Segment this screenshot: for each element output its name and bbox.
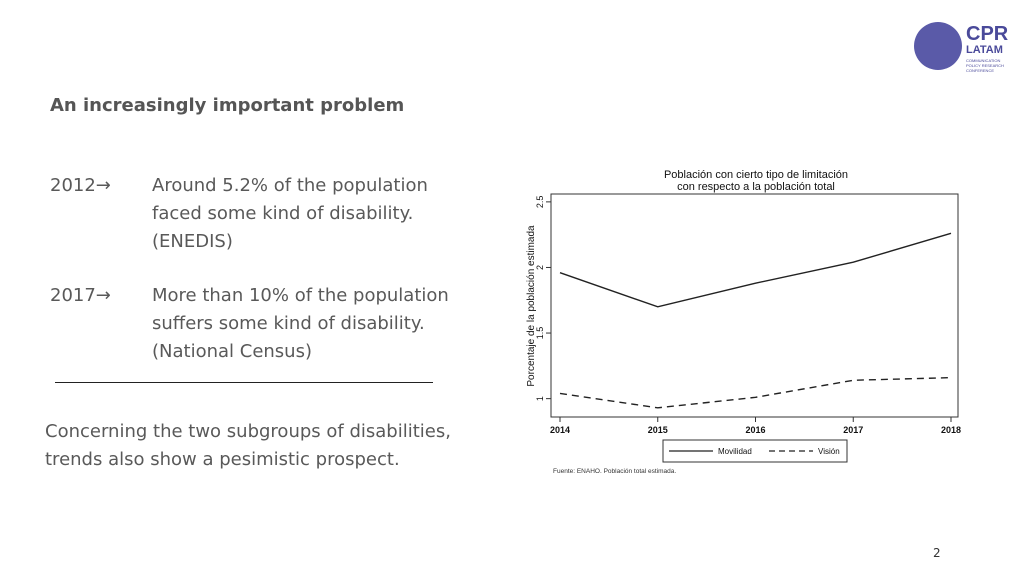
chart-source-note: Fuente: ENAHO. Población total estimada. bbox=[553, 468, 676, 475]
stat-year-2017: 2017→ bbox=[50, 285, 111, 306]
y-tick-label: 2 bbox=[535, 265, 545, 270]
legend-movilidad-label: Movilidad bbox=[718, 447, 752, 456]
divider bbox=[55, 382, 433, 383]
stat-text-2017: More than 10% of the population suffers … bbox=[152, 285, 449, 362]
line-chart: Población con cierto tipo de limitación … bbox=[526, 169, 961, 475]
chart-title: Población con cierto tipo de limitación bbox=[664, 169, 848, 181]
logo-tagline: COMMUNICATION POLICY RESEARCH CONFERENCE bbox=[966, 58, 1004, 73]
legend: Movilidad Visión bbox=[662, 439, 848, 463]
x-tick-label: 2016 bbox=[745, 425, 765, 435]
series-line-visin bbox=[559, 376, 952, 409]
legend-vision-label: Visión bbox=[818, 447, 840, 456]
y-axis-label: Porcentaje de la población estimada bbox=[526, 225, 537, 387]
page-number: 2 bbox=[933, 546, 941, 560]
x-tick-label: 2015 bbox=[648, 425, 668, 435]
logo-main-text: CPR bbox=[966, 23, 1009, 45]
stat-year-2012: 2012→ bbox=[50, 175, 111, 196]
x-tick-label: 2014 bbox=[550, 425, 570, 435]
latin-america-map-icon bbox=[914, 22, 962, 70]
y-tick-label: 1 bbox=[535, 396, 545, 401]
slide-title: An increasingly important problem bbox=[50, 95, 405, 116]
x-tick-label: 2017 bbox=[843, 425, 863, 435]
plot-frame bbox=[550, 193, 959, 418]
stat-text-2012: Around 5.2% of the population faced some… bbox=[152, 175, 428, 252]
y-tick-label: 2.5 bbox=[535, 196, 545, 209]
logo-sub-text: LATAM bbox=[966, 44, 1003, 56]
y-tick-label: 1.5 bbox=[535, 327, 545, 340]
x-tick-label: 2018 bbox=[941, 425, 961, 435]
chart-subtitle: con respecto a la población total bbox=[677, 181, 835, 193]
cpr-latam-logo: CPR LATAM COMMUNICATION POLICY RESEARCH … bbox=[914, 22, 1014, 73]
legend-box bbox=[662, 439, 848, 463]
series-line-movilidad bbox=[559, 232, 952, 308]
conclusion-text: Concerning the two subgroups of disabili… bbox=[45, 421, 451, 470]
